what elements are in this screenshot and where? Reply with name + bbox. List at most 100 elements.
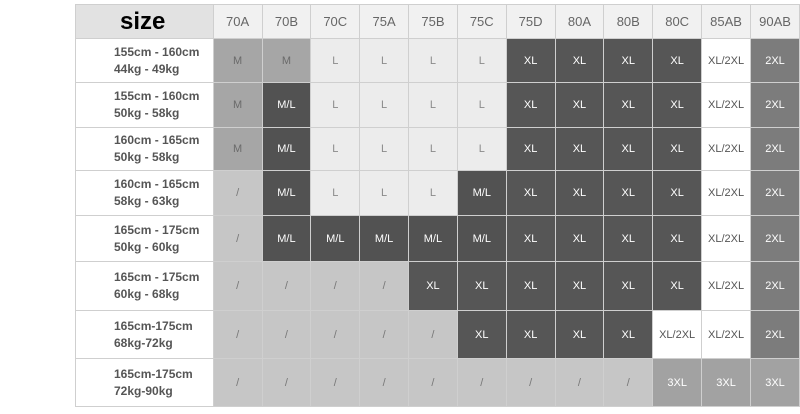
size-cell: 2XL	[750, 310, 800, 359]
size-cell: XL	[603, 170, 654, 216]
size-cell: XL	[603, 215, 654, 262]
size-cell: L	[408, 38, 458, 83]
size-cell: /	[212, 358, 263, 407]
size-cell: /	[408, 358, 458, 407]
body-measurement-label: 165cm - 175cm 50kg - 60kg	[75, 215, 214, 262]
column-header-80a: 80A	[554, 4, 605, 39]
size-cell: 2XL	[750, 170, 800, 216]
size-cell: /	[261, 358, 312, 407]
column-header-70c: 70C	[310, 4, 361, 39]
size-cell: /	[261, 310, 312, 359]
table-row: 155cm - 160cm 50kg - 58kg M M/L L L L L XL XL XL XL…	[75, 82, 800, 128]
size-cell: /	[359, 310, 410, 359]
size-cell: 3XL	[652, 358, 703, 407]
size-cell: XL	[554, 170, 605, 216]
size-cell: XL/2XL	[701, 38, 752, 83]
size-cell: M	[212, 127, 263, 171]
column-header-75b: 75B	[408, 4, 458, 39]
size-cell: XL	[603, 82, 654, 128]
size-cell: L	[408, 127, 458, 171]
size-cell: L	[310, 170, 361, 216]
size-cell: M/L	[456, 215, 507, 262]
weight-range: 50kg - 58kg	[114, 106, 180, 120]
weight-range: 50kg - 58kg	[114, 150, 180, 164]
size-cell: XL/2XL	[701, 261, 752, 311]
size-cell: M	[212, 38, 263, 83]
column-header-70b: 70B	[261, 4, 312, 39]
size-cell: XL	[505, 38, 556, 83]
height-range: 165cm-175cm	[114, 318, 193, 333]
column-header-75c: 75C	[456, 4, 507, 39]
column-header-80c: 80C	[652, 4, 703, 39]
size-cell: XL	[505, 215, 556, 262]
size-cell: M/L	[261, 215, 312, 262]
size-cell: /	[310, 358, 361, 407]
column-header-75d: 75D	[505, 4, 556, 39]
table-row: 160cm - 165cm 50kg - 58kg M M/L L L L L XL XL XL XL…	[75, 127, 800, 171]
size-cell: XL	[554, 310, 605, 359]
size-cell: /	[310, 261, 361, 311]
height-range: 165cm - 175cm	[114, 222, 200, 237]
size-cell: M	[261, 38, 312, 83]
size-cell: 2XL	[750, 127, 800, 171]
size-cell: M/L	[261, 82, 312, 128]
size-cell: L	[408, 82, 458, 128]
table-row: 165cm - 175cm 50kg - 60kg / M/L M/L M/L M/L M/L…	[75, 215, 800, 262]
size-cell: XL	[408, 261, 458, 311]
size-cell: /	[212, 310, 263, 359]
size-cell: 3XL	[701, 358, 752, 407]
size-cell: M/L	[261, 127, 312, 171]
size-cell: M/L	[456, 170, 507, 216]
size-cell: XL/2XL	[701, 310, 752, 359]
weight-range: 50kg - 60kg	[114, 239, 180, 254]
weight-range: 60kg - 68kg	[114, 287, 180, 301]
size-cell: XL	[603, 261, 654, 311]
body-measurement-label: 160cm - 165cm 50kg - 58kg	[75, 127, 214, 171]
size-cell: XL	[554, 215, 605, 262]
column-header-75a: 75A	[359, 4, 410, 39]
size-cell: XL/2XL	[701, 82, 752, 128]
size-cell: L	[310, 38, 361, 83]
size-cell: /	[359, 261, 410, 311]
size-cell: XL	[554, 38, 605, 83]
column-header-85ab: 85AB	[701, 4, 752, 39]
body-measurement-label: 165cm-175cm 68kg-72kg	[75, 310, 214, 359]
column-header-80b: 80B	[603, 4, 654, 39]
size-cell: XL	[603, 38, 654, 83]
size-cell: 2XL	[750, 82, 800, 128]
size-cell: XL	[603, 310, 654, 359]
height-range: 160cm - 165cm	[114, 177, 200, 191]
weight-range: 58kg - 63kg	[114, 194, 180, 208]
size-cell: L	[456, 82, 507, 128]
size-cell: XL	[554, 82, 605, 128]
size-cell: XL	[505, 127, 556, 171]
body-measurement-label: 160cm - 165cm 58kg - 63kg	[75, 170, 214, 216]
size-cell: L	[456, 127, 507, 171]
height-range: 165cm-175cm	[114, 366, 193, 381]
size-cell: L	[310, 82, 361, 128]
size-cell: L	[310, 127, 361, 171]
size-cell: XL	[652, 261, 703, 311]
size-cell: /	[310, 310, 361, 359]
size-cell: L	[359, 127, 410, 171]
table-row: 165cm-175cm 72kg-90kg / / / / / / / //3XL 3XL 3XL	[75, 358, 800, 407]
size-cell: 2XL	[750, 215, 800, 262]
weight-range: 44kg - 49kg	[114, 61, 180, 76]
size-cell: L	[408, 170, 458, 216]
table-row: 165cm - 175cm 60kg - 68kg / / / / XL XL XL XL XL XL…	[75, 261, 800, 311]
height-range: 155cm - 160cm	[114, 44, 200, 59]
size-cell: XL	[652, 170, 703, 216]
size-corner-label: size	[75, 4, 214, 39]
table-row: 155cm - 160cm 44kg - 49kg M M L L L L XL XL XL XL XL…	[75, 38, 800, 83]
header-row: size 70A 70B 70C 75A 75B 75C 75D 80A 80B 80C 85AB 9…	[75, 4, 800, 39]
size-cell: XL/2XL	[701, 215, 752, 262]
size-cell: XL	[652, 215, 703, 262]
body-measurement-label: 165cm - 175cm 60kg - 68kg	[75, 261, 214, 311]
body-measurement-label: 165cm-175cm 72kg-90kg	[75, 358, 214, 407]
size-cell: 2XL	[750, 261, 800, 311]
size-cell: /	[212, 215, 263, 262]
size-cell: XL	[505, 170, 556, 216]
size-cell: XL	[652, 82, 703, 128]
size-cell: /	[554, 358, 605, 407]
weight-range: 72kg-90kg	[114, 383, 173, 398]
